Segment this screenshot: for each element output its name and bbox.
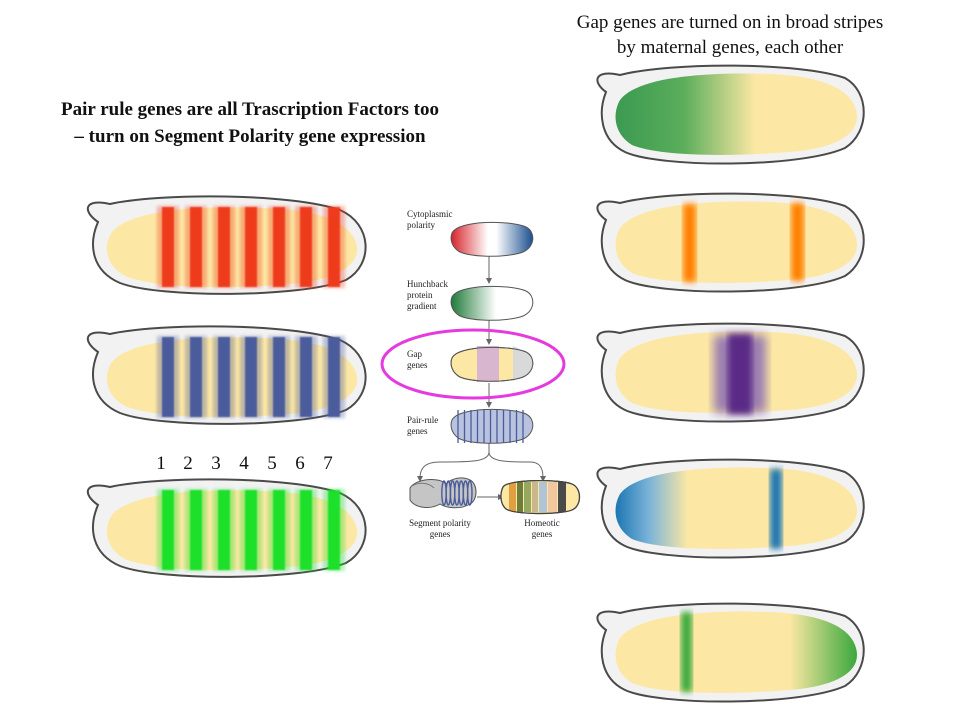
- pair-rule-stripe-7: [323, 489, 345, 571]
- flow-label-pair-rule: Pair-rule genes: [407, 415, 438, 436]
- stripe-number-row: 1 2 3 4 5 6 7: [156, 453, 333, 474]
- flow-label-hunchback: Hunchback protein gradient: [407, 279, 448, 311]
- stripe-number-3: 3: [211, 453, 221, 474]
- flow-label-homeotic: Homeotic genes: [524, 518, 560, 539]
- pair-rule-stripe-6: [295, 336, 317, 418]
- pair-rule-stripe-3: [213, 336, 235, 418]
- pair-rule-stripe-5: [268, 489, 290, 571]
- flowchart: Cytoplasmic polarity Hunchback protein g…: [380, 209, 581, 539]
- flow-label-pair-rule-line-2: genes: [407, 426, 428, 436]
- gap-genes-highlight-ring: [380, 328, 566, 400]
- flow-label-homeotic-line-1: Homeotic: [524, 518, 560, 528]
- flow-label-cytoplasmic-line-2: polarity: [407, 220, 435, 230]
- stripe-set-blue: [157, 336, 345, 418]
- pair-rule-stripe-2: [185, 206, 207, 288]
- gap-caption-line-2: by maternal genes, each other: [616, 37, 844, 58]
- pair-rule-stripe-4: [240, 336, 262, 418]
- homeotic-genes-embryo: [500, 479, 581, 515]
- gap-genes-embryo: [450, 346, 534, 382]
- flow-label-gap: Gap genes: [407, 349, 428, 370]
- pair-caption-line-1: Pair rule genes are all Trascription Fac…: [61, 99, 439, 120]
- stripe-number-5: 5: [267, 453, 277, 474]
- stripe-set-red: [157, 206, 345, 288]
- pair-rule-stripe-1: [157, 489, 179, 571]
- segment-polarity-embryo: [409, 477, 477, 509]
- gap-genes-caption: Gap genes are turned on in broad stripes…: [520, 10, 940, 60]
- stripe-number-1: 1: [156, 453, 166, 474]
- pair-rule-stripe-2: [185, 489, 207, 571]
- pair-rule-stripe-1: [157, 336, 179, 418]
- flow-label-gap-line-1: Gap: [407, 349, 422, 359]
- flow-label-cytoplasmic-line-1: Cytoplasmic: [407, 209, 453, 219]
- pair-rule-stripe-4: [240, 206, 262, 288]
- stripe-set-green: [157, 489, 345, 571]
- flow-label-segment-polarity-line-1: Segment polarity: [409, 518, 471, 528]
- gap-embryo-purple: [596, 322, 865, 423]
- pair-rule-stripe-6: [295, 489, 317, 571]
- pair-rule-stripe-5: [268, 336, 290, 418]
- flow-arrow: [419, 252, 544, 498]
- flow-label-pair-rule-line-1: Pair-rule: [407, 415, 438, 425]
- pair-rule-embryo-green: [86, 478, 367, 578]
- pair-rule-stripe-4: [240, 489, 262, 571]
- pair-rule-stripe-6: [295, 206, 317, 288]
- stripe-number-6: 6: [295, 453, 305, 474]
- gap-embryo-blue: [596, 458, 865, 559]
- flow-label-hunchback-line-1: Hunchback: [407, 279, 448, 289]
- orange-stripe: [791, 203, 804, 281]
- hunchback-gradient-embryo: [450, 285, 534, 321]
- pair-rule-embryo-blue: [86, 325, 367, 425]
- orange-stripe: [683, 204, 696, 282]
- cytoplasmic-polarity-embryo: [450, 221, 534, 257]
- pair-rule-caption: Pair rule genes are all Trascription Fac…: [0, 96, 500, 150]
- flow-label-segment-polarity: Segment polarity genes: [409, 518, 471, 539]
- blue-stripe: [770, 469, 782, 549]
- pair-rule-stripe-3: [213, 206, 235, 288]
- stripe-number-7: 7: [323, 453, 333, 474]
- pair-rule-stripe-7: [323, 206, 345, 288]
- pair-rule-stripe-3: [213, 489, 235, 571]
- purple-stripe: [714, 334, 766, 414]
- flow-label-cytoplasmic: Cytoplasmic polarity: [407, 209, 453, 230]
- pair-rule-stripe-2: [185, 336, 207, 418]
- flow-label-gap-line-2: genes: [407, 360, 428, 370]
- stripe-number-4: 4: [239, 453, 249, 474]
- flow-label-hunchback-line-3: gradient: [407, 301, 437, 311]
- pair-rule-stripe-5: [268, 206, 290, 288]
- gap-embryo-orange: [596, 192, 865, 293]
- flow-label-homeotic-line-2: genes: [532, 529, 553, 539]
- pair-caption-line-2: – turn on Segment Polarity gene expressi…: [74, 126, 426, 147]
- stripe-number-2: 2: [183, 453, 193, 474]
- flow-label-hunchback-line-2: protein: [407, 290, 433, 300]
- segment-ring: [466, 480, 473, 506]
- green-stripe: [681, 612, 692, 692]
- pair-rule-embryo-red: [86, 195, 367, 295]
- gap-embryo-green-stripe: [596, 602, 865, 703]
- pair-rule-stripe-7: [323, 336, 345, 418]
- gap-embryo-green-anterior: [596, 64, 865, 165]
- pair-rule-stripe-1: [157, 206, 179, 288]
- pair-rule-embryo-mini: [450, 408, 534, 444]
- flow-label-segment-polarity-line-2: genes: [430, 529, 451, 539]
- gap-caption-line-1: Gap genes are turned on in broad stripes: [576, 12, 884, 33]
